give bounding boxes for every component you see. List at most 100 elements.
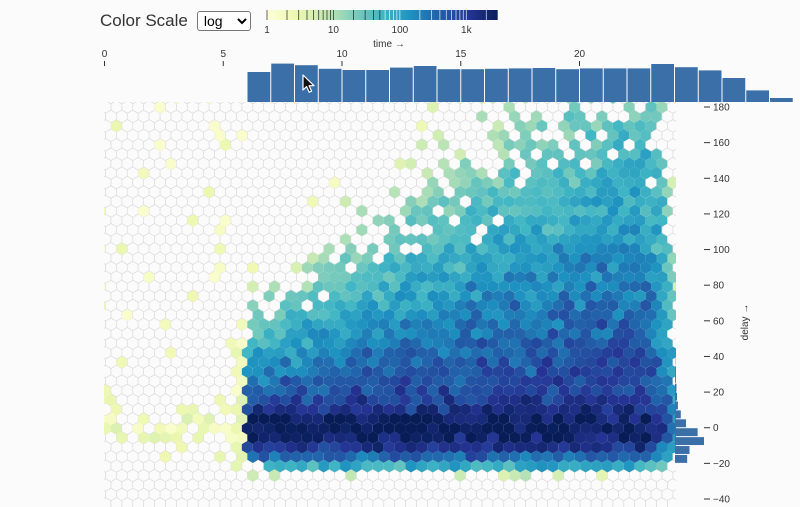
hex-bin	[558, 384, 570, 397]
hex-bin	[160, 318, 171, 331]
hex-bin	[465, 318, 477, 331]
color-scale-select[interactable]: log	[196, 11, 251, 31]
hex-bin	[116, 355, 128, 369]
hex-bin	[531, 412, 542, 426]
hex-bin	[623, 384, 635, 397]
hex-bin	[230, 346, 242, 359]
hex-bin	[612, 119, 624, 133]
hex-bin	[634, 440, 646, 454]
hex-bin	[104, 433, 106, 443]
hex-bin	[612, 214, 624, 227]
hex-bin	[672, 148, 676, 160]
hex-bin	[389, 336, 401, 350]
hex-bin	[427, 346, 439, 359]
hex-bin	[438, 346, 450, 359]
hex-bin	[541, 242, 553, 255]
hex-bin	[601, 403, 613, 416]
hex-bin	[269, 450, 281, 463]
hex-bin	[405, 289, 417, 303]
hex-bin	[104, 338, 106, 348]
hex-bin	[459, 194, 472, 209]
hex-bin	[443, 223, 455, 237]
hex-bin	[216, 102, 224, 105]
hex-bin	[449, 195, 461, 208]
hex-bin	[301, 412, 313, 426]
hex-bin	[585, 431, 597, 444]
hex-bin	[541, 223, 553, 237]
hex-bin	[525, 270, 537, 284]
hex-bin	[427, 497, 439, 507]
hex-bin	[667, 421, 676, 435]
hex-bin	[476, 431, 488, 444]
hex-bin	[471, 214, 482, 227]
hex-bin	[460, 233, 471, 246]
hex-bin	[531, 185, 542, 199]
hex-bin	[340, 308, 351, 322]
hex-bin	[509, 185, 521, 199]
hex-bin	[104, 149, 106, 159]
hex-bin	[165, 346, 177, 359]
hex-bin	[421, 374, 433, 388]
hex-bin	[476, 336, 488, 350]
hex-bin	[547, 176, 559, 189]
x-tick-label: 5	[220, 49, 226, 60]
hex-bin	[645, 119, 657, 133]
hex-bin	[209, 119, 221, 133]
hex-bin	[481, 440, 493, 454]
hex-bin	[410, 318, 422, 331]
hex-bin	[410, 450, 422, 463]
hex-bin	[471, 346, 482, 359]
hex-bin	[274, 365, 286, 378]
hex-bin	[569, 119, 581, 133]
hex-bin	[585, 280, 597, 293]
hex-bin	[334, 318, 346, 331]
hex-bin	[361, 459, 373, 473]
hex-bin	[640, 355, 652, 369]
hex-bin	[356, 223, 368, 237]
hex-bin	[438, 308, 450, 322]
hex-bin	[465, 223, 477, 237]
hex-bin	[580, 384, 592, 397]
hex-bin	[634, 289, 646, 303]
hex-bin	[541, 299, 553, 312]
hex-bin	[389, 355, 401, 369]
hex-bin	[607, 450, 619, 463]
hex-bin	[520, 299, 532, 312]
hex-bin	[607, 242, 619, 255]
hex-bin	[471, 440, 482, 454]
hex-bin	[585, 261, 597, 274]
hex-bin	[640, 450, 652, 463]
hex-bin	[525, 440, 537, 454]
hex-bin	[263, 422, 275, 435]
hex-bin	[361, 327, 373, 341]
hex-bin	[432, 261, 444, 274]
hex-bin	[432, 450, 444, 463]
hex-bin	[656, 102, 668, 114]
hex-bin	[525, 119, 537, 133]
hex-bin	[591, 327, 602, 341]
hex-bin	[296, 308, 308, 322]
hex-bin	[350, 327, 362, 341]
hex-bin	[596, 355, 608, 369]
hex-bin	[536, 251, 548, 265]
hex-bin	[465, 280, 477, 293]
hex-bin	[596, 204, 608, 218]
hex-bin	[345, 469, 357, 482]
hex-bin	[520, 355, 532, 369]
hex-bin	[438, 251, 450, 265]
hex-bin	[552, 147, 564, 161]
hex-bin	[487, 393, 499, 407]
hex-bin	[187, 214, 199, 227]
hex-bin	[629, 412, 641, 426]
hex-bin	[536, 497, 548, 507]
hex-bin	[471, 422, 482, 435]
hex-bin	[596, 261, 608, 274]
hex-bin	[509, 261, 521, 274]
hex-bin	[372, 365, 384, 378]
hex-bin	[640, 412, 652, 426]
hex-bin	[449, 459, 461, 473]
hex-bin	[623, 289, 635, 303]
hex-bin	[416, 422, 428, 435]
hex-bin	[356, 431, 368, 444]
delay-histogram	[675, 356, 704, 463]
